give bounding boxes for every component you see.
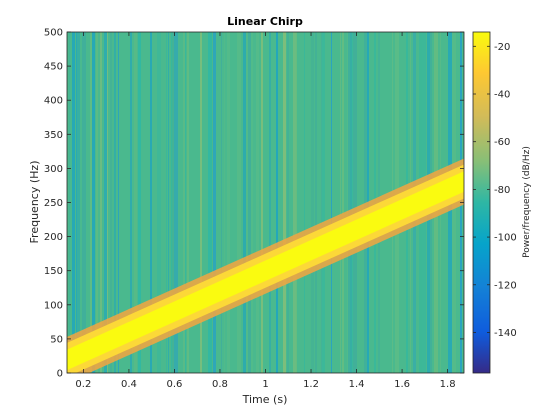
noise-stripe	[269, 32, 271, 373]
y-tick-label: 0	[57, 369, 63, 380]
noise-stripe	[114, 32, 116, 373]
x-tick-label: 1.2	[303, 379, 319, 390]
plot-area	[67, 32, 464, 373]
noise-stripe	[256, 32, 259, 373]
y-tick-label: 100	[44, 300, 63, 311]
noise-stripe	[110, 32, 112, 373]
x-axis-label: Time (s)	[242, 393, 288, 406]
noise-stripe	[130, 32, 132, 373]
noise-stripe	[174, 32, 178, 373]
noise-stripe	[77, 32, 80, 373]
noise-stripe	[213, 32, 216, 373]
chirp-ridge-core	[67, 171, 464, 371]
noise-stripe	[296, 32, 297, 373]
y-tick-label: 450	[44, 62, 63, 73]
noise-stripe	[185, 32, 186, 373]
noise-stripe	[187, 32, 189, 373]
x-tick-label: 0.2	[75, 379, 91, 390]
noise-stripe	[304, 32, 305, 373]
x-tick-label: 1.8	[440, 379, 456, 390]
x-axis: 0.2 0.4 0.6 0.8 1 1.2 1.4 1.6 1.8	[75, 32, 456, 390]
y-tick-label: 200	[44, 232, 63, 243]
colorbar-tick-label: -100	[494, 233, 517, 244]
noise-stripe	[200, 32, 202, 373]
colorbar-tick-label: -60	[494, 137, 510, 148]
x-tick-label: 1.4	[349, 379, 365, 390]
noise-stripe	[248, 32, 251, 373]
noise-stripe	[221, 32, 222, 373]
noise-stripe	[183, 32, 185, 373]
noise-stripe	[331, 32, 332, 373]
y-tick-label: 350	[44, 130, 63, 141]
colorbar-tick-label: -20	[494, 42, 510, 53]
noise-stripe	[150, 32, 152, 373]
y-tick-label: 150	[44, 266, 63, 277]
x-tick-label: 1.6	[394, 379, 410, 390]
noise-stripe	[342, 32, 344, 373]
noise-stripe	[243, 32, 246, 373]
noise-stripe	[322, 32, 325, 373]
noise-stripe	[237, 32, 241, 373]
colorbar: -140 -120 -100 -80 -60 -40 -20 Power/frequency…	[472, 31, 532, 374]
x-tick-label: 0.4	[121, 379, 137, 390]
noise-stripe	[100, 32, 102, 373]
colorbar-tick-label: -80	[494, 185, 510, 196]
y-tick-label: 300	[44, 164, 63, 175]
noise-stripe	[107, 32, 108, 373]
colorbar-tick-label: -40	[494, 90, 510, 101]
noise-stripe	[311, 32, 314, 373]
colorbar-label: Power/frequency (dB/Hz)	[522, 146, 532, 258]
noise-stripe	[347, 32, 348, 373]
x-tick-label: 1	[262, 379, 268, 390]
noise-stripe	[118, 32, 119, 373]
noise-stripe	[276, 32, 278, 373]
noise-stripe	[138, 32, 141, 373]
y-tick-label: 50	[50, 334, 63, 345]
noise-stripe	[172, 32, 174, 373]
y-tick-label: 500	[44, 28, 63, 39]
noise-stripe	[293, 32, 296, 373]
chart-title: Linear Chirp	[227, 15, 303, 28]
noise-stripe	[283, 32, 286, 373]
noise-stripe	[352, 32, 353, 373]
colorbar-strip	[472, 31, 491, 374]
colorbar-tick-label: -120	[494, 280, 517, 291]
noise-stripe	[348, 32, 350, 373]
noise-stripe	[246, 32, 248, 373]
noise-stripe	[350, 32, 352, 373]
y-tick-label: 400	[44, 96, 63, 107]
noise-stripe	[224, 32, 225, 373]
noise-stripe	[134, 32, 137, 373]
noise-stripe	[353, 32, 357, 373]
colorbar-ticks: -140 -120 -100 -80 -60 -40 -20	[473, 42, 517, 339]
noise-stripe	[166, 32, 167, 373]
noise-stripe	[96, 32, 98, 373]
noise-stripe	[227, 32, 230, 373]
noise-stripe	[251, 32, 253, 373]
y-axis: 0 50 100 150 200 250 300 350 400 450 500	[44, 28, 464, 380]
noise-stripe	[157, 32, 161, 373]
noise-stripe	[340, 32, 341, 373]
noise-stripe	[92, 32, 95, 373]
noise-stripe	[261, 32, 263, 373]
noise-stripe	[72, 32, 75, 373]
x-tick-label: 0.6	[166, 379, 182, 390]
colorbar-tick-label: -140	[494, 328, 517, 339]
y-axis-label: Frequency (Hz)	[28, 161, 41, 244]
noise-stripe	[82, 32, 86, 373]
noise-stripe	[168, 32, 169, 373]
noise-stripe	[315, 32, 317, 373]
noise-stripe	[104, 32, 107, 373]
noise-stripe	[90, 32, 92, 373]
noise-stripe	[76, 32, 77, 373]
noise-stripe	[171, 32, 172, 373]
y-tick-label: 250	[44, 198, 63, 209]
noise-stripe	[321, 32, 322, 373]
x-tick-label: 0.8	[212, 379, 228, 390]
noise-stripe	[208, 32, 212, 373]
noise-stripe	[287, 32, 289, 373]
noise-stripe	[364, 32, 367, 373]
